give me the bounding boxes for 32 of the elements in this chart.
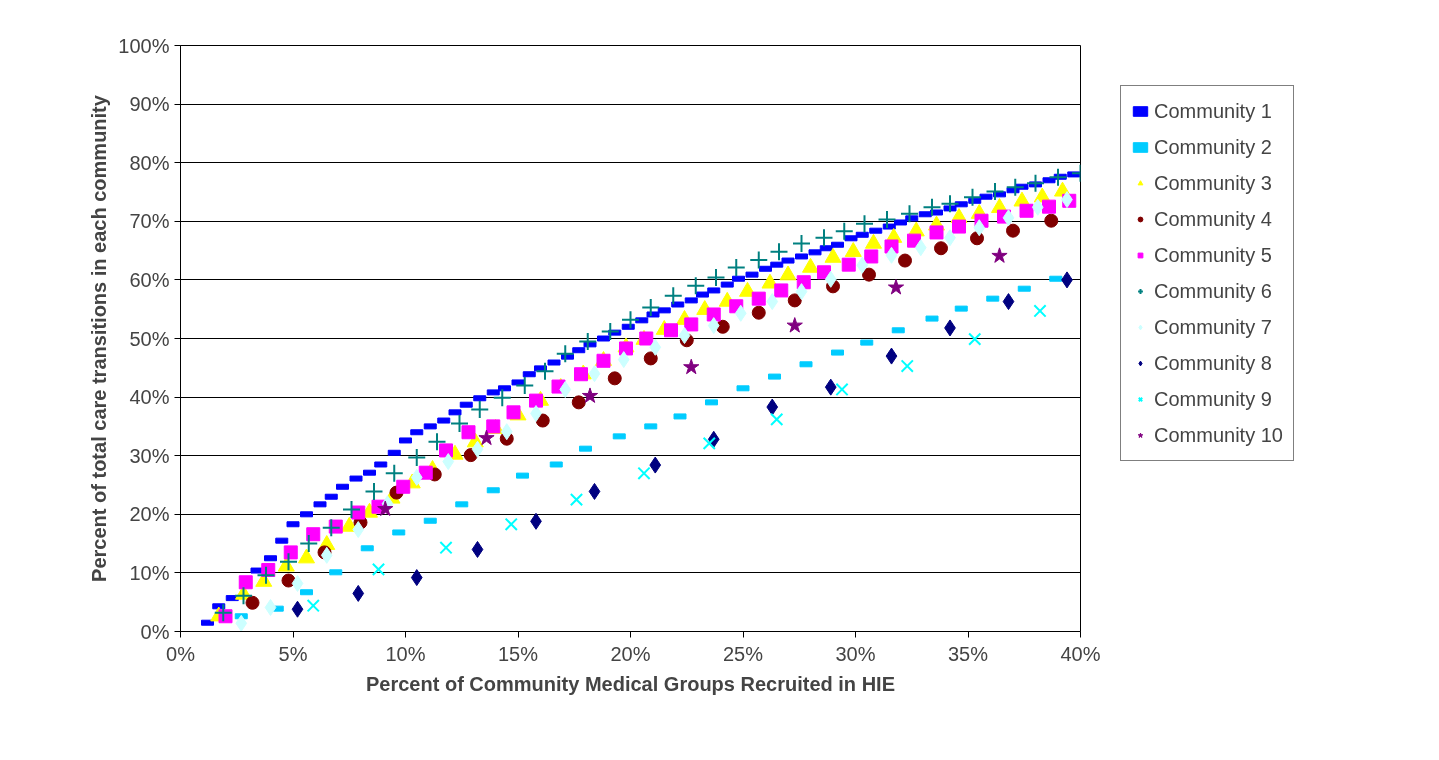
y-tick-label: 90% bbox=[129, 93, 170, 116]
x-tick-label: 10% bbox=[385, 642, 426, 665]
legend-label: Community 5 bbox=[1154, 242, 1272, 268]
y-tick-label: 60% bbox=[129, 268, 170, 291]
legend-label: Community 4 bbox=[1154, 206, 1272, 232]
legend-label: Community 6 bbox=[1154, 278, 1272, 304]
y-tick-label: 50% bbox=[129, 327, 170, 350]
y-tick-label: 10% bbox=[129, 561, 170, 584]
y-tick-label: 20% bbox=[129, 503, 170, 526]
x-tick-label: 35% bbox=[947, 642, 989, 665]
y-tick-label: 70% bbox=[129, 210, 170, 233]
x-tick-label: 15% bbox=[497, 642, 539, 665]
y-tick-label: 30% bbox=[129, 444, 170, 467]
legend-label: Community 2 bbox=[1154, 134, 1272, 160]
legend-label: Community 7 bbox=[1154, 314, 1272, 340]
legend-label: Community 3 bbox=[1154, 170, 1272, 196]
x-tick-label: 30% bbox=[835, 642, 876, 665]
x-axis-title: Percent of Community Medical Groups Recruited in HIE bbox=[366, 672, 895, 695]
x-tick-label: 20% bbox=[610, 642, 651, 665]
legend-label: Community 1 bbox=[1154, 98, 1272, 124]
x-tick-label: 25% bbox=[722, 642, 764, 665]
x-tick-label: 5% bbox=[278, 642, 308, 665]
legend-label: Community 10 bbox=[1154, 422, 1283, 448]
y-axis-title: Percent of total care transitions in each community bbox=[88, 94, 111, 582]
y-tick-label: 80% bbox=[129, 151, 170, 174]
y-tick-label: 100% bbox=[118, 34, 170, 57]
legend-label: Community 8 bbox=[1154, 350, 1272, 376]
y-tick-label: 40% bbox=[129, 386, 170, 409]
x-tick-label: 0% bbox=[166, 642, 196, 665]
y-tick-label: 0% bbox=[140, 620, 170, 643]
legend-label: Community 9 bbox=[1154, 386, 1272, 412]
x-tick-label: 40% bbox=[1060, 642, 1101, 665]
